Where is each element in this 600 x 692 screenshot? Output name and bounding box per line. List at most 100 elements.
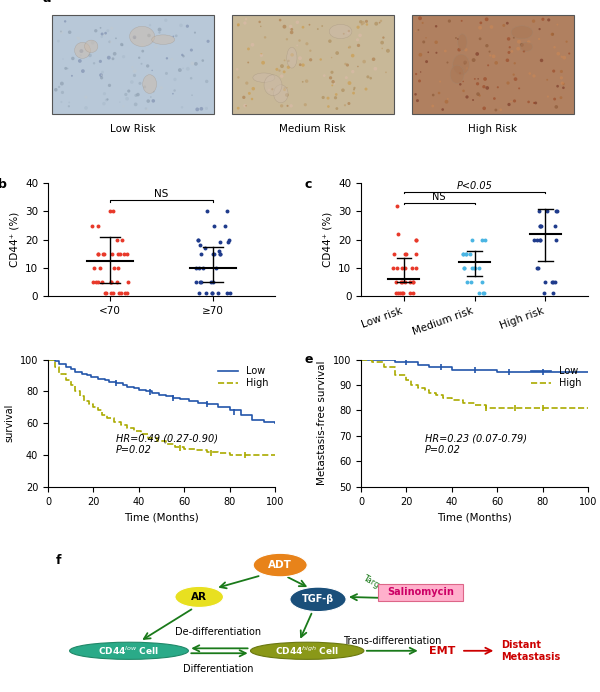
Point	[167, 54, 177, 65]
Point	[460, 58, 469, 69]
Point	[356, 16, 365, 27]
Point	[319, 70, 329, 81]
High	[215, 449, 222, 457]
Low	[56, 360, 63, 368]
Point	[517, 39, 527, 51]
Point	[193, 234, 203, 245]
Point	[196, 248, 205, 260]
Point	[56, 96, 66, 107]
Point	[435, 76, 445, 87]
Point	[286, 100, 296, 111]
Point	[418, 17, 427, 28]
High	[103, 415, 110, 423]
Point	[548, 288, 557, 299]
Text: Low Risk: Low Risk	[110, 125, 155, 134]
Point	[104, 52, 113, 63]
Point	[119, 248, 129, 260]
Point	[510, 95, 520, 107]
Point	[532, 262, 542, 273]
Point	[58, 87, 67, 98]
Point	[208, 276, 218, 287]
Point	[215, 246, 224, 257]
Point	[394, 288, 403, 299]
Point	[453, 33, 463, 44]
High	[117, 421, 124, 429]
Point	[280, 21, 289, 33]
Point	[416, 66, 425, 78]
Point	[565, 48, 574, 59]
Point	[536, 220, 546, 231]
Point	[97, 31, 107, 42]
Point	[64, 101, 74, 112]
Point	[462, 276, 472, 287]
Point	[434, 87, 444, 98]
Point	[479, 81, 489, 92]
Ellipse shape	[130, 26, 155, 46]
Point	[415, 75, 424, 86]
Point	[349, 84, 359, 95]
Point	[122, 93, 132, 104]
Point	[101, 28, 110, 39]
Point	[277, 61, 287, 72]
Low	[155, 390, 163, 399]
Point	[111, 33, 121, 44]
Point	[257, 50, 266, 61]
Text: TGF-β: TGF-β	[302, 594, 334, 604]
Point	[538, 14, 548, 25]
Low	[106, 378, 113, 386]
Point	[341, 58, 350, 69]
Point	[493, 82, 503, 93]
Point	[91, 25, 101, 36]
Point	[505, 42, 515, 53]
Point	[478, 288, 488, 299]
Low	[112, 379, 119, 388]
Legend: Low, High: Low, High	[530, 365, 583, 390]
Point	[459, 262, 469, 273]
Point	[191, 262, 201, 273]
Text: f: f	[56, 554, 62, 567]
Point	[553, 81, 562, 92]
High	[271, 451, 278, 459]
Point	[506, 96, 516, 107]
Point	[89, 262, 99, 273]
Low	[584, 368, 592, 376]
Y-axis label: Biochemical failure-free
survival: Biochemical failure-free survival	[0, 365, 14, 481]
Text: Trans-differentiation: Trans-differentiation	[343, 637, 442, 646]
Point	[117, 39, 127, 50]
Point	[543, 91, 553, 102]
Low	[101, 376, 109, 384]
Point	[524, 96, 533, 107]
FancyBboxPatch shape	[232, 15, 394, 114]
Point	[176, 20, 186, 31]
Point	[284, 55, 293, 66]
Point	[195, 276, 205, 287]
Point	[455, 68, 465, 79]
Line: High: High	[361, 360, 588, 408]
Low	[176, 395, 183, 403]
Point	[551, 276, 560, 287]
Point	[168, 88, 178, 99]
Point	[421, 33, 431, 44]
Point	[108, 288, 118, 299]
Low	[131, 384, 138, 392]
Point	[157, 82, 166, 93]
Point	[548, 276, 558, 287]
Point	[473, 78, 482, 89]
High	[181, 444, 188, 453]
Point	[544, 15, 554, 26]
Point	[178, 49, 187, 60]
Point	[474, 262, 484, 273]
Point	[529, 234, 539, 245]
Point	[539, 288, 549, 299]
High	[85, 400, 92, 408]
Point	[363, 71, 373, 82]
Point	[124, 86, 134, 97]
High	[137, 430, 145, 439]
Point	[145, 19, 155, 30]
Point	[248, 39, 257, 51]
Point	[202, 103, 211, 114]
High	[407, 381, 415, 389]
Ellipse shape	[175, 586, 223, 608]
Point	[81, 102, 91, 113]
Point	[93, 248, 103, 260]
